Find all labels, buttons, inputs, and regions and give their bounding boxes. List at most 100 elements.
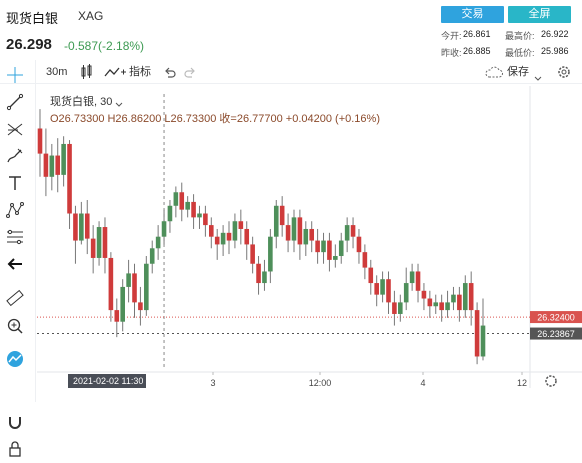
crosshair-date-box	[68, 374, 146, 388]
candle-body	[226, 232, 232, 241]
candle-body	[167, 205, 173, 222]
candle-body	[179, 192, 185, 210]
axis-gear-icon[interactable]	[545, 375, 557, 387]
x-tick-label: 4	[420, 378, 425, 388]
candle-style-icon[interactable]	[80, 64, 94, 80]
candle-body	[468, 283, 474, 311]
gear-icon[interactable]	[556, 64, 572, 80]
magnet-icon[interactable]	[6, 414, 24, 432]
candle-body	[155, 236, 161, 249]
candle-body	[49, 155, 55, 177]
crosshair-icon[interactable]	[6, 66, 24, 84]
save-button[interactable]: 保存	[507, 66, 529, 78]
chart-overlay-lines	[37, 94, 530, 370]
undo-icon[interactable]	[164, 66, 176, 78]
candle-body	[392, 302, 397, 314]
indicators-button[interactable]: 指标	[129, 66, 151, 78]
candle-body	[173, 192, 179, 206]
pattern-icon[interactable]	[6, 201, 24, 219]
candle-body	[214, 236, 220, 245]
candle-body	[445, 302, 450, 311]
candle-body	[291, 217, 297, 241]
candle-body	[161, 221, 167, 237]
x-tick-label: 12:00	[309, 378, 332, 388]
lock-icon[interactable]	[6, 440, 24, 458]
instrument-symbol: XAG	[78, 9, 104, 23]
low-label: 最低价:	[505, 48, 535, 58]
candle-body	[386, 279, 391, 303]
x-tick-label: 3	[210, 378, 215, 388]
chevron-down-icon[interactable]	[534, 69, 542, 81]
chevron-down-icon[interactable]	[115, 99, 123, 107]
cloud-icon[interactable]	[484, 65, 504, 79]
price-change: -0.587(-2.18%)	[64, 39, 145, 53]
back-arrow-icon[interactable]	[6, 255, 24, 273]
candle-body	[132, 273, 137, 303]
candle-body	[73, 213, 78, 241]
candle-body	[108, 257, 114, 311]
ruler-icon[interactable]	[6, 289, 24, 307]
candle-body	[415, 271, 421, 291]
candle-body	[421, 290, 427, 299]
candle-body	[250, 244, 255, 264]
candle-body	[462, 283, 468, 311]
candle-body	[398, 302, 403, 314]
candle-body	[380, 279, 385, 295]
trade-button[interactable]: 交易	[441, 6, 504, 23]
zoom-icon[interactable]	[6, 317, 24, 335]
candlestick-chart[interactable]: 26.32400 26.23867 3 12:00 4 12 2021-02-02 11:3…	[0, 0, 582, 402]
low-value: 25.986	[541, 46, 569, 56]
candle-body	[61, 143, 66, 175]
candle-body	[208, 225, 214, 237]
price-label-text: 26.23867	[537, 329, 575, 339]
candle-body	[350, 225, 356, 237]
price-label-box	[530, 311, 582, 324]
candle-body	[149, 248, 155, 264]
candle-body	[114, 310, 120, 322]
candle-body	[191, 201, 196, 218]
candle-body	[126, 273, 131, 287]
candle-body	[43, 153, 49, 177]
candle-body	[197, 213, 202, 218]
compare-icon[interactable]	[104, 64, 126, 80]
chart-header: 现货白银 XAG 26.298 -0.587(-2.18%) 交易 全屏 今开:…	[0, 0, 582, 60]
candle-body	[344, 225, 350, 241]
candle-body	[96, 227, 102, 258]
candle-body	[273, 205, 279, 237]
candle-body	[244, 228, 250, 245]
open-value: 26.861	[463, 29, 491, 39]
crosshair-date-label: 2021-02-02 11:30	[73, 376, 143, 386]
forecast-icon[interactable]	[6, 228, 24, 246]
candle-body	[433, 302, 439, 307]
candle-body	[333, 256, 338, 260]
legend-ohlc-row: O26.73300 H26.86200 L26.73300 收=26.77700…	[50, 110, 380, 126]
candle-body	[55, 155, 61, 175]
candles-group	[37, 109, 486, 365]
price-label-text: 26.32400	[537, 313, 575, 323]
candle-body	[37, 128, 43, 154]
candle-body	[309, 228, 315, 241]
legend-ohlc: O26.73300 H26.86200 L26.73300 收=26.77700	[50, 113, 283, 125]
logo-icon	[6, 350, 24, 368]
high-value: 26.922	[541, 29, 569, 39]
candle-body	[439, 302, 444, 311]
candle-body	[102, 227, 108, 258]
open-label: 今开:	[441, 31, 462, 41]
candle-body	[356, 236, 362, 253]
candle-body	[120, 286, 125, 322]
candle-body	[403, 283, 409, 303]
brush-icon[interactable]	[6, 147, 24, 165]
candle-body	[232, 221, 238, 241]
candle-body	[79, 213, 84, 241]
candle-body	[138, 302, 143, 311]
candle-body	[84, 213, 90, 239]
interval-button[interactable]: 30m	[46, 66, 68, 78]
candle-body	[457, 294, 462, 311]
fullscreen-button[interactable]: 全屏	[508, 6, 571, 23]
redo-icon[interactable]	[184, 66, 196, 78]
text-icon[interactable]	[6, 174, 24, 192]
fib-icon[interactable]	[6, 120, 24, 138]
drawing-toolbar	[0, 60, 36, 457]
trend-line-icon[interactable]	[6, 93, 24, 111]
candle-body	[144, 263, 149, 311]
